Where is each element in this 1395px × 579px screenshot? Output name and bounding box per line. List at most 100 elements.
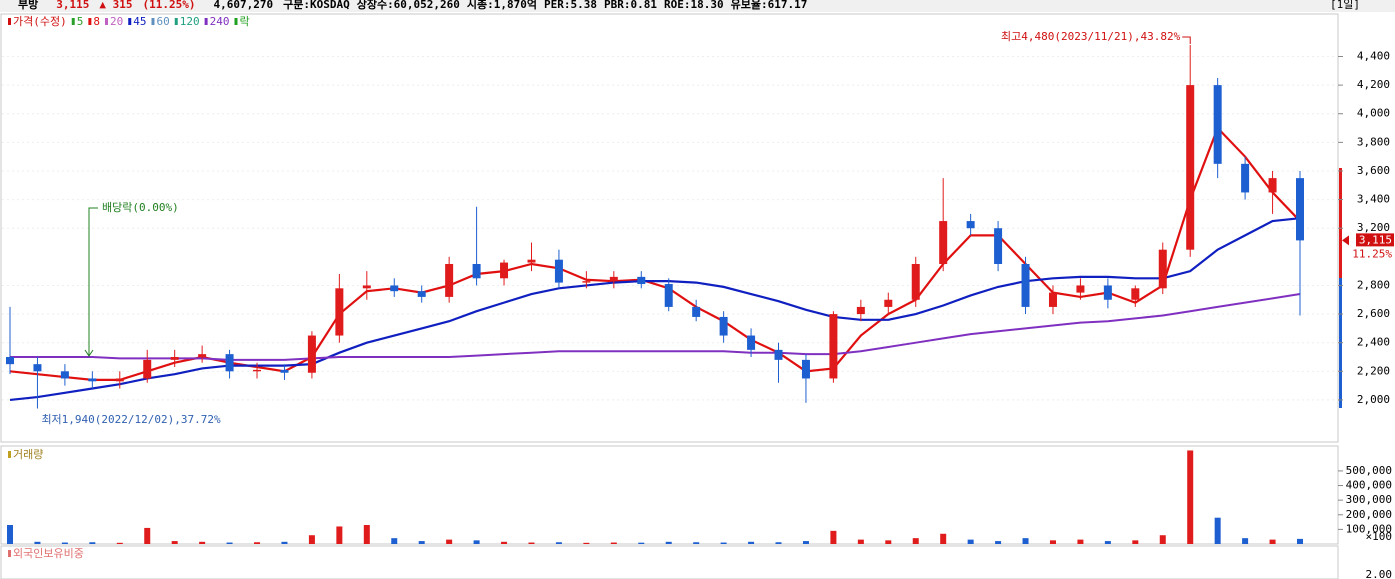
volume-bar — [857, 539, 864, 544]
volume-bar — [144, 527, 151, 544]
volume-bar — [1049, 540, 1056, 544]
candle-body — [335, 288, 344, 336]
header-item: 부방 — [18, 0, 38, 11]
legend-swatch — [71, 18, 75, 25]
y-tick-label: 2,400 — [1357, 336, 1390, 349]
y-tick-label: 2,000 — [1357, 393, 1390, 406]
legend-label: 45 — [133, 15, 146, 28]
y-tick-label: 2,600 — [1357, 307, 1390, 320]
candle-body — [1131, 288, 1140, 300]
volume-bar — [199, 541, 206, 544]
dividend-annotation: 배당락(0.00%) — [102, 201, 179, 214]
volume-bar — [693, 542, 700, 544]
volume-bar — [1132, 540, 1139, 544]
volume-bar — [116, 542, 123, 544]
candle-body — [198, 354, 207, 358]
high-arrow — [1182, 36, 1191, 44]
y-tick-label: 4,400 — [1357, 49, 1390, 62]
volume-bar — [7, 525, 13, 544]
volume-y-tick-label: 100,000 — [1346, 522, 1392, 535]
legend-label: 240 — [210, 15, 230, 28]
volume-bar — [446, 539, 453, 544]
candle-body — [390, 285, 399, 292]
candle-body — [527, 259, 536, 263]
candle-body — [445, 263, 454, 297]
candle-body — [88, 378, 97, 382]
candle-body — [1213, 85, 1222, 164]
volume-swatch — [8, 451, 11, 458]
candle-body — [719, 316, 728, 336]
volume-bar — [1159, 535, 1166, 544]
volume-bar — [1104, 541, 1111, 544]
candle-body — [280, 369, 289, 373]
legend-swatch — [128, 18, 132, 25]
header-item: ▲ 315 — [99, 0, 132, 11]
dividend-arrow — [84, 207, 98, 357]
volume-bar — [308, 535, 315, 544]
volume-bar — [665, 541, 672, 544]
volume-bar — [254, 542, 261, 544]
y-tick-label: 3,800 — [1357, 135, 1390, 148]
legend-swatch — [174, 18, 178, 25]
y-tick-label: 3,600 — [1357, 164, 1390, 177]
candle-body — [911, 263, 920, 300]
volume-bar — [638, 542, 645, 544]
foreign-tick-label: 2.00 — [1366, 568, 1393, 579]
legend-label: 가격(수정) — [13, 15, 67, 28]
last-price-box — [1356, 233, 1394, 247]
candle-body — [692, 306, 701, 317]
header-item: 4,607,270 — [213, 0, 273, 11]
legend-label: 5 — [77, 15, 84, 28]
volume-bar — [473, 540, 480, 544]
volume-y-tick-label: 500,000 — [1346, 464, 1392, 477]
ma-line — [9, 126, 1301, 381]
candle-body — [582, 281, 591, 283]
legend-label: 20 — [110, 15, 123, 28]
candle-body — [609, 276, 618, 282]
last-price-pointer — [1342, 235, 1349, 246]
volume-y-tick-label: 200,000 — [1346, 508, 1392, 521]
legend-label: 8 — [93, 15, 100, 28]
volume-bar — [720, 542, 727, 544]
volume-bar — [1022, 538, 1029, 544]
header-item: 시총:1,870억 — [467, 0, 537, 11]
volume-bar — [418, 541, 425, 544]
header-bar — [0, 0, 1395, 12]
foreign-pane — [0, 545, 1339, 579]
candle-body — [500, 262, 509, 279]
volume-bar — [226, 542, 233, 544]
candle-body — [637, 276, 646, 285]
volume-y-tick-label: 300,000 — [1346, 493, 1392, 506]
y-tick-label: 2,800 — [1357, 278, 1390, 291]
header-item: (11.25%) — [143, 0, 196, 11]
volume-y-tick-label: 400,000 — [1346, 479, 1392, 492]
volume-bar — [583, 542, 590, 544]
volume-bar — [61, 542, 68, 544]
legend-swatch — [8, 18, 11, 25]
volume-bar — [1187, 450, 1194, 544]
volume-bar — [171, 541, 178, 544]
candle-body — [747, 335, 756, 350]
last-price-pct: 11.25% — [1352, 247, 1392, 260]
header-item: ROE:18.30 — [664, 0, 724, 11]
volume-title: 거래량 — [13, 448, 43, 461]
range-bar-up — [1339, 168, 1342, 278]
volume-bar — [940, 533, 947, 544]
volume-pane — [0, 445, 1339, 545]
candle-body — [939, 221, 948, 264]
header-item: 상장수:60,052,260 — [357, 0, 460, 11]
y-tick-label: 3,200 — [1357, 221, 1390, 234]
volume-bar — [281, 541, 288, 544]
high-annotation: 최고4,480(2023/11/21),43.82% — [1001, 30, 1181, 43]
volume-bar — [967, 539, 974, 544]
candle-body — [253, 369, 262, 372]
candle-body — [1103, 285, 1112, 300]
candle-body — [1021, 263, 1030, 307]
volume-bar — [89, 542, 96, 544]
volume-bar — [555, 542, 562, 544]
volume-bar — [610, 542, 617, 544]
volume-bar — [1242, 538, 1249, 544]
low-annotation: 최저1,940(2022/12/02),37.72% — [41, 413, 221, 426]
candle-body — [1268, 178, 1277, 193]
